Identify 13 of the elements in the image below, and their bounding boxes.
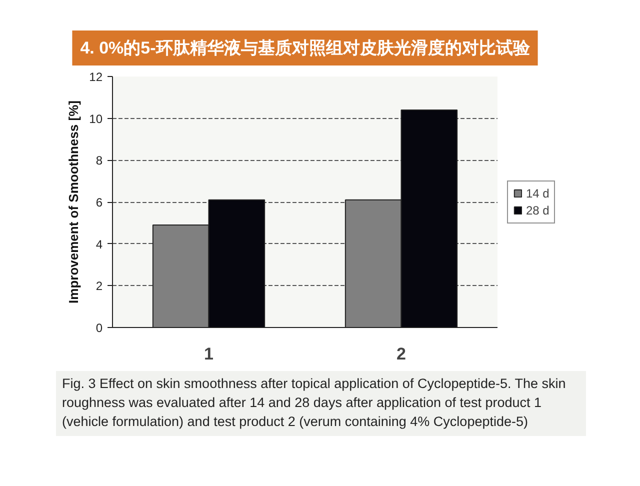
- y-axis-title: Improvement of Smoothness [%]: [66, 100, 82, 304]
- y-tick-label: 2: [96, 279, 103, 294]
- y-tick-label: 12: [89, 70, 103, 84]
- legend-label: 28 d: [526, 203, 550, 217]
- legend-label: 14 d: [526, 186, 550, 200]
- x-tick-label: 1: [204, 344, 214, 364]
- y-tick-label: 6: [96, 196, 103, 210]
- y-tick-label: 10: [89, 112, 103, 126]
- chart-title: 4. 0%的5-环肽精华液与基质对照组对皮肤光滑度的对比试验: [80, 38, 531, 58]
- y-tick-label: 4: [96, 237, 103, 252]
- y-tick-label: 8: [96, 154, 103, 168]
- y-tick-label: 0: [96, 321, 103, 335]
- caption: Fig. 3 Effect on skin smoothness after topical application of Cyclopeptide-5. The skin roughness was evaluated after 14 and 28 days after application of test product 1 (vehicle formulation) and test product 2 (verum containing 4% Cyclopeptide-5): [62, 375, 567, 431]
